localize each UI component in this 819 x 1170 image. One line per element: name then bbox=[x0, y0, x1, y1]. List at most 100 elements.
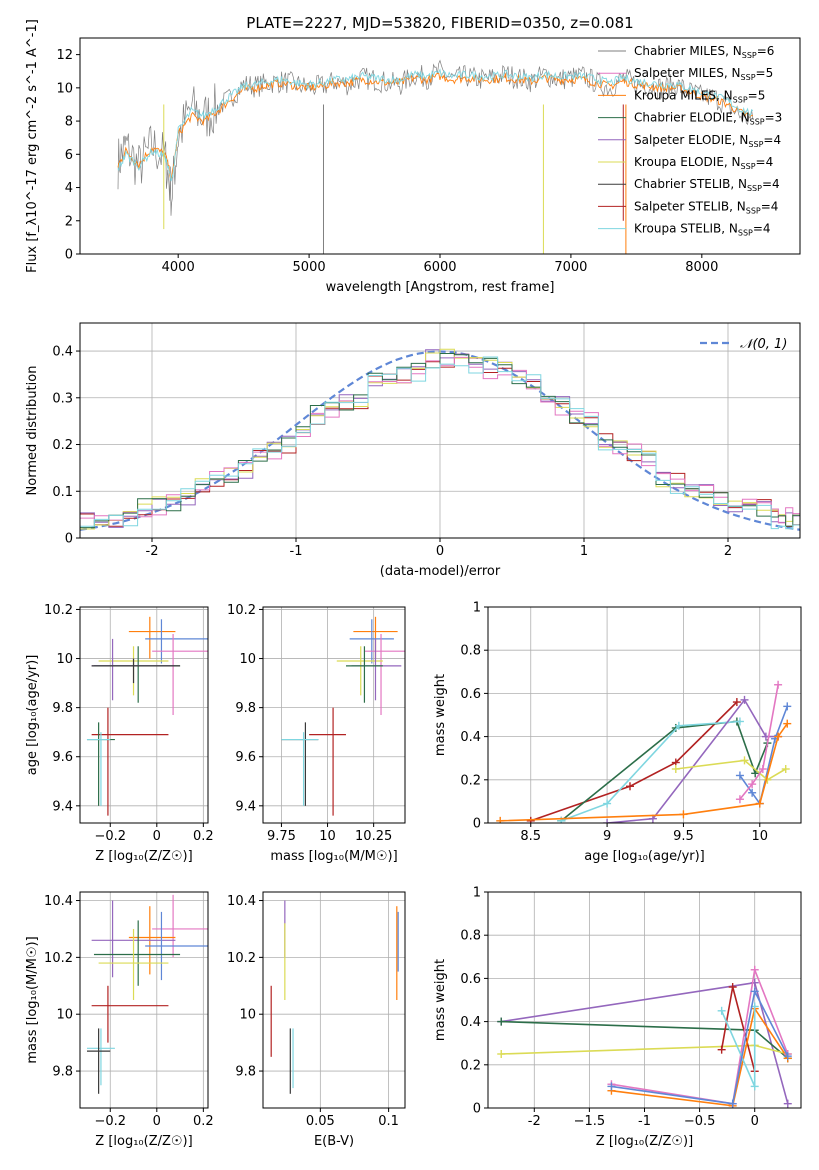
axes-frame bbox=[79, 606, 209, 824]
legend-label: Chabrier MILES, N bbox=[634, 44, 742, 58]
panel-mass_vs_ebv bbox=[263, 892, 405, 1108]
x-tick-label: −1.5 bbox=[574, 1114, 606, 1129]
y-tick-label: 12 bbox=[56, 48, 73, 63]
legend-sub: SSP bbox=[747, 184, 762, 193]
x-tick-label: 2 bbox=[724, 544, 732, 559]
plot-area-age_vs_Z bbox=[86, 616, 208, 816]
y-tick-label: 10.2 bbox=[44, 951, 73, 966]
x-axis-label: (data-model)/error bbox=[380, 564, 501, 579]
weight-line bbox=[611, 966, 789, 1105]
x-tick-label: 0.1 bbox=[378, 1114, 399, 1129]
x-tick-label: −0.2 bbox=[94, 1114, 126, 1129]
x-tick-label: 10.25 bbox=[355, 829, 392, 844]
y-tick-label: 10.2 bbox=[227, 951, 256, 966]
x-tick-label: -1 bbox=[638, 1114, 651, 1129]
y-tick-label: 9.8 bbox=[235, 1065, 256, 1080]
x-tick-label: 10 bbox=[319, 829, 336, 844]
legend-entry: Chabrier STELIB, NSSP=4 bbox=[634, 177, 780, 193]
legend-sub: SSP bbox=[741, 162, 756, 171]
legend-entry: Salpeter ELODIE, NSSP=4 bbox=[634, 133, 781, 149]
y-tick-label: 9.8 bbox=[52, 1065, 73, 1080]
y-tick-label: 0.2 bbox=[460, 773, 481, 788]
y-tick-label: 9.4 bbox=[235, 799, 256, 814]
legend-label: Kroupa MILES, N bbox=[634, 88, 733, 102]
x-tick-label: 9.5 bbox=[673, 829, 694, 844]
x-tick-label: 10 bbox=[752, 829, 769, 844]
y-tick-label: 0.6 bbox=[460, 972, 481, 987]
axes-frame bbox=[262, 606, 406, 824]
legend-entry: Salpeter MILES, NSSP=5 bbox=[634, 66, 773, 82]
panel-age_vs_Z bbox=[80, 607, 208, 823]
y-tick-label: 0.4 bbox=[52, 345, 73, 360]
legend-label: Kroupa ELODIE, N bbox=[634, 155, 741, 169]
legend-label: Salpeter ELODIE, N bbox=[634, 133, 748, 147]
legend-sub: SSP bbox=[733, 95, 748, 104]
x-tick-label: 0 bbox=[153, 1114, 161, 1129]
spectrum-line bbox=[117, 68, 754, 182]
legend-label: Salpeter STELIB, N bbox=[634, 199, 746, 213]
weight-line bbox=[675, 759, 787, 781]
y-tick-label: 10 bbox=[56, 81, 73, 96]
x-tick-label: 0.05 bbox=[306, 1114, 335, 1129]
y-tick-label: 2 bbox=[65, 214, 73, 229]
weight-line bbox=[561, 720, 740, 822]
y-tick-label: 1 bbox=[473, 886, 481, 901]
legend-label: Chabrier ELODIE, N bbox=[634, 111, 750, 125]
x-tick-label: 0 bbox=[751, 1114, 759, 1129]
y-tick-label: 0.2 bbox=[460, 1058, 481, 1073]
plot-area-mass_vs_ebv bbox=[270, 900, 399, 1094]
y-axis-label: Flux [f_λ10^-17 erg cm^-2 s^-1 A^-1] bbox=[25, 19, 40, 273]
y-tick-label: 10 bbox=[239, 1008, 256, 1023]
plot-area-residuals bbox=[80, 348, 800, 531]
x-tick-label: -1 bbox=[290, 544, 303, 559]
y-tick-label: 0 bbox=[65, 532, 73, 547]
legend-entry: Kroupa MILES, NSSP=5 bbox=[634, 88, 765, 104]
x-axis-label: E(B-V) bbox=[314, 1134, 354, 1149]
x-tick-label: -2 bbox=[146, 544, 159, 559]
y-tick-label: 0.8 bbox=[460, 644, 481, 659]
y-axis-label: mass [log₁₀(M/M☉)] bbox=[25, 936, 40, 1063]
x-tick-label: 8.5 bbox=[520, 829, 541, 844]
legend-suffix: =5 bbox=[756, 66, 774, 80]
x-tick-label: 9.75 bbox=[267, 829, 296, 844]
figure-title: PLATE=2227, MJD=53820, FIBERID=0350, z=0… bbox=[246, 14, 633, 32]
axes-frame bbox=[487, 606, 802, 824]
y-tick-label: 0.4 bbox=[460, 730, 481, 745]
weight-line bbox=[530, 701, 738, 822]
y-axis-label: mass weight bbox=[433, 959, 448, 1041]
legend-label: Chabrier STELIB, N bbox=[634, 177, 747, 191]
x-axis-label: age [log₁₀(age/yr)] bbox=[584, 849, 705, 864]
legend-entry: Kroupa ELODIE, NSSP=4 bbox=[634, 155, 773, 171]
x-tick-label: −0.2 bbox=[94, 829, 126, 844]
y-tick-label: 10 bbox=[56, 652, 73, 667]
panel-age_vs_mass bbox=[263, 607, 405, 823]
legend-entry: Chabrier ELODIE, NSSP=3 bbox=[634, 111, 782, 127]
x-tick-label: -2 bbox=[528, 1114, 541, 1129]
x-axis-label: wavelength [Angstrom, rest frame] bbox=[326, 280, 555, 295]
y-axis-label: mass weight bbox=[433, 674, 448, 756]
x-axis-label: Z [log₁₀(Z/Z☉)] bbox=[596, 1134, 693, 1149]
y-tick-label: 10.4 bbox=[44, 894, 73, 909]
x-tick-label: 6000 bbox=[423, 260, 456, 275]
y-tick-label: 9.8 bbox=[235, 701, 256, 716]
plot-area-age_vs_mass bbox=[281, 616, 405, 816]
x-tick-label: −0.5 bbox=[684, 1114, 716, 1129]
y-tick-label: 10.2 bbox=[44, 603, 73, 618]
legend-entry: Salpeter STELIB, NSSP=4 bbox=[634, 199, 778, 215]
y-axis-label: age [log₁₀(age/yr)] bbox=[25, 655, 40, 776]
legend-label: Salpeter MILES, N bbox=[634, 66, 741, 80]
y-tick-label: 9.6 bbox=[235, 750, 256, 765]
histogram-step bbox=[80, 353, 800, 529]
legend-sub: SSP bbox=[746, 206, 761, 215]
y-tick-label: 0.4 bbox=[460, 1015, 481, 1030]
axes-frame bbox=[79, 891, 209, 1109]
weight-line bbox=[500, 723, 788, 822]
x-tick-label: 0.2 bbox=[193, 1114, 214, 1129]
legend-entry: 𝒩(0, 1) bbox=[740, 337, 787, 352]
y-tick-label: 8 bbox=[65, 115, 73, 130]
legend-suffix: =4 bbox=[756, 155, 774, 169]
plot-area-spectrum bbox=[117, 59, 754, 254]
spectrum-line bbox=[117, 72, 753, 180]
x-tick-label: 7000 bbox=[554, 260, 587, 275]
